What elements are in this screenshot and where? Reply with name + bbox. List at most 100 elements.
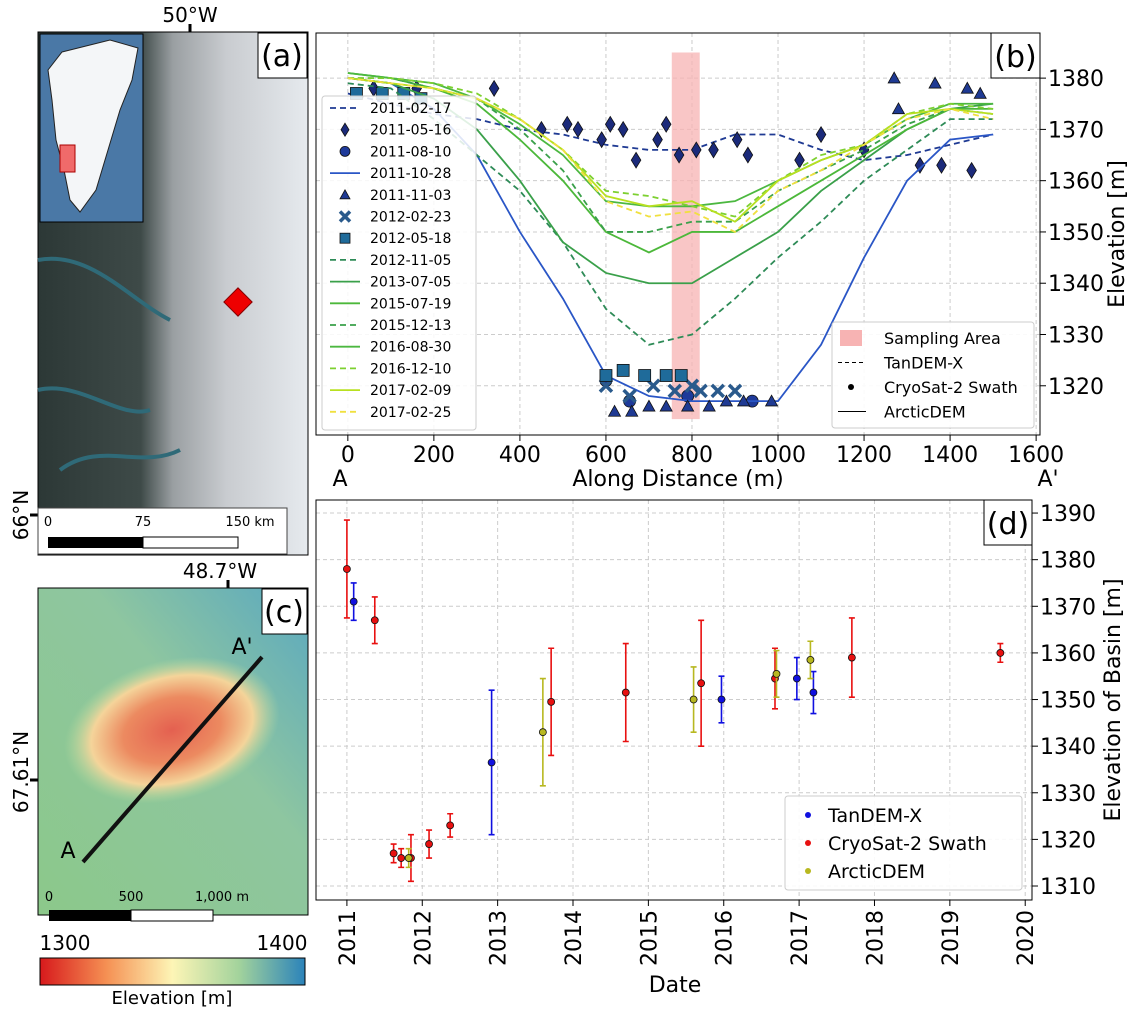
marker bbox=[674, 369, 688, 382]
marker bbox=[708, 141, 719, 159]
marker bbox=[936, 156, 947, 174]
scale-label: 150 km bbox=[225, 515, 274, 530]
marker bbox=[599, 369, 613, 382]
scale-bar bbox=[48, 537, 143, 548]
marker bbox=[652, 131, 663, 149]
study-region bbox=[59, 144, 76, 173]
profile-line bbox=[81, 655, 264, 864]
legend-label: 2015-12-13 bbox=[370, 318, 451, 334]
legend-label: 2011-02-17 bbox=[370, 101, 451, 117]
x-tick-label: 2018 bbox=[863, 910, 888, 966]
site-marker bbox=[223, 287, 253, 317]
y-tick-label: 1350 bbox=[1048, 221, 1104, 246]
lat-label: 67.61°N bbox=[9, 731, 33, 813]
marker bbox=[717, 695, 726, 704]
marker bbox=[697, 679, 706, 688]
marker bbox=[349, 597, 358, 606]
x-tick-label: 2015 bbox=[637, 910, 662, 966]
marker bbox=[659, 369, 673, 382]
legend-swatch bbox=[840, 330, 862, 346]
profile-line bbox=[347, 77, 994, 223]
marker bbox=[596, 131, 607, 149]
legend-label: 2011-05-16 bbox=[370, 123, 451, 139]
marker bbox=[689, 695, 698, 704]
legend-label: 2016-12-10 bbox=[370, 361, 451, 377]
x-tick-label: 1000 bbox=[750, 443, 806, 468]
marker bbox=[891, 102, 906, 115]
marker bbox=[772, 669, 781, 678]
marker bbox=[547, 697, 556, 706]
marker bbox=[340, 122, 350, 137]
marker bbox=[691, 141, 702, 159]
marker bbox=[684, 378, 700, 394]
legend-label: Sampling Area bbox=[884, 329, 1001, 348]
x-tick-label: 1600 bbox=[1008, 443, 1064, 468]
profile-line bbox=[347, 77, 994, 233]
x-tick-label: 2011 bbox=[336, 910, 361, 966]
panel-label-box bbox=[983, 499, 1033, 546]
marker bbox=[339, 232, 351, 244]
x-tick-label: 1400 bbox=[922, 443, 978, 468]
marker bbox=[710, 383, 726, 399]
legend-label: 2011-10-28 bbox=[370, 166, 451, 182]
marker bbox=[806, 656, 815, 664]
y-tick-label: 1350 bbox=[1040, 689, 1096, 714]
panel-label: (d) bbox=[987, 507, 1029, 542]
y-tick-label: 1380 bbox=[1048, 67, 1104, 92]
scale-bar bbox=[49, 910, 131, 921]
legend bbox=[831, 321, 1035, 429]
x-tick-label: 1200 bbox=[836, 443, 892, 468]
y-tick-label: 1310 bbox=[1040, 875, 1096, 900]
marker bbox=[742, 146, 754, 164]
panel-label-box bbox=[990, 32, 1041, 79]
y-tick-label: 1370 bbox=[1040, 595, 1096, 620]
y-tick-label: 1330 bbox=[1048, 324, 1104, 349]
marker bbox=[815, 125, 827, 144]
x-tick-label: 2014 bbox=[562, 910, 587, 966]
panel-label: (a) bbox=[261, 39, 303, 74]
marker bbox=[809, 688, 818, 697]
panel-label: (c) bbox=[264, 595, 304, 630]
x-tick-label: 600 bbox=[585, 443, 627, 468]
marker bbox=[607, 404, 622, 417]
y-tick-label: 1330 bbox=[1040, 782, 1096, 807]
legend-label: 2011-08-10 bbox=[370, 144, 451, 160]
legend-label: TanDEM-X bbox=[827, 805, 922, 827]
scale-label: 75 bbox=[135, 515, 152, 530]
marker bbox=[659, 399, 673, 412]
marker bbox=[660, 115, 672, 133]
y-tick-label: 1320 bbox=[1048, 375, 1104, 400]
marker bbox=[914, 156, 926, 174]
legend-label: TanDEM-X bbox=[883, 354, 963, 373]
x-tick-label: 2012 bbox=[411, 910, 436, 966]
legend-label: 2012-02-23 bbox=[370, 210, 451, 226]
marker bbox=[847, 653, 856, 662]
x-tick-label: 800 bbox=[671, 443, 713, 468]
legend-label: ArcticDEM bbox=[828, 861, 925, 883]
marker bbox=[996, 649, 1005, 657]
lon-label: 50°W bbox=[162, 3, 217, 27]
lon-label: 48.7°W bbox=[183, 559, 258, 583]
x-tick-label: 2020 bbox=[1014, 910, 1039, 966]
scale-bar bbox=[130, 909, 214, 922]
colorbar-min: 1300 bbox=[40, 931, 91, 955]
y-tick-label: 1390 bbox=[1040, 502, 1096, 527]
legend-swatch bbox=[848, 384, 854, 390]
marker bbox=[960, 81, 974, 94]
x-axis-label: Date bbox=[649, 973, 702, 998]
marker bbox=[625, 404, 639, 417]
y-tick-label: 1360 bbox=[1040, 642, 1096, 667]
marker bbox=[621, 688, 630, 697]
marker bbox=[887, 71, 901, 84]
marker bbox=[719, 394, 734, 407]
marker bbox=[339, 188, 351, 200]
legend-label: 2011-11-03 bbox=[370, 188, 451, 204]
legend-label: CryoSat-2 Swath bbox=[884, 378, 1018, 397]
marker bbox=[792, 674, 801, 683]
profile-line bbox=[347, 77, 994, 234]
y-tick-label: 1380 bbox=[1040, 549, 1096, 574]
colorbar-max: 1400 bbox=[257, 931, 308, 955]
marker bbox=[487, 758, 496, 767]
start-label: A bbox=[332, 467, 347, 492]
